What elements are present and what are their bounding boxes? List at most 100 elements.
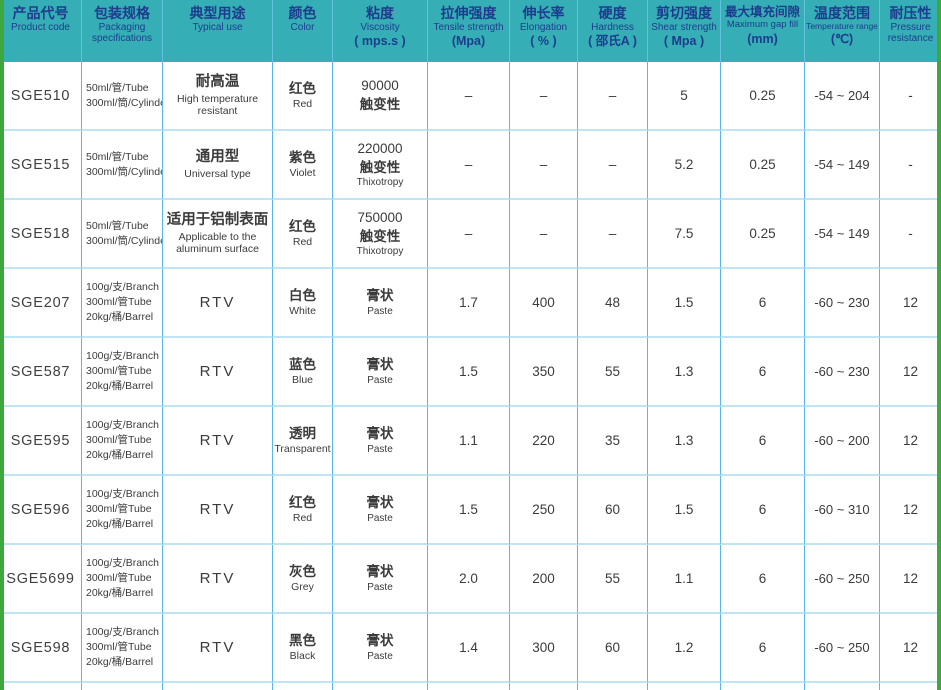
packaging-line: 300ml/筒/Cylinder <box>86 234 163 247</box>
viscosity-line: 膏状 <box>366 426 394 442</box>
header-label-zh: 耐压性 <box>889 5 932 21</box>
header-cell-packaging: 包装规格 Packaging specifications <box>82 0 163 62</box>
elongation-cell: 250 <box>510 476 578 545</box>
elongation-cell: 200 <box>510 545 578 614</box>
header-label-zh: 包装规格 <box>94 5 150 21</box>
tensile-strength-cell: 1.5 <box>428 476 510 545</box>
temperature-range-cell: -60 ~ 310 <box>805 476 880 545</box>
color-name-en: Red <box>292 97 313 110</box>
elongation-cell: – <box>510 62 578 131</box>
header-unit: (Mpa) <box>451 34 486 49</box>
packaging-line: 20kg/桶/Barrel <box>86 310 154 323</box>
typical-use-cell: RTV <box>163 476 273 545</box>
header-cell-color: 颜色 Color <box>273 0 333 62</box>
pressure-resistance-cell: 12 <box>880 614 941 683</box>
header-cell-tensile_strength: 拉伸强度 Tensile strength (Mpa) <box>428 0 510 62</box>
pressure-resistance-cell: 12 <box>880 545 941 614</box>
packaging-line: 300ml/管Tube <box>86 572 152 585</box>
elongation-cell: 350 <box>510 338 578 407</box>
header-cell-shear_strength: 剪切强度 Shear strength( Mpa ) <box>648 0 721 62</box>
color-name-en: Blue <box>291 373 313 386</box>
packaging-line: 100g/支/Branch <box>86 626 159 639</box>
packaging-line: 100g/支/Branch <box>86 281 159 294</box>
packaging-cell: 50ml/管/Tube 300ml/筒/Cylinder <box>82 131 163 200</box>
hardness-cell: – <box>578 131 648 200</box>
hardness-cell: 35 <box>578 407 648 476</box>
right-edge-stripe <box>937 0 941 690</box>
temperature-range-cell: -60 ~ 250 <box>805 614 880 683</box>
packaging-line: 300ml/筒/Cylinder <box>86 165 163 178</box>
product-code-cell: SGE595 <box>0 407 82 476</box>
packaging-line: 20kg/桶/Barrel <box>86 379 154 392</box>
color-cell: 蓝色 Blue <box>273 338 333 407</box>
color-cell: 白色 White <box>273 269 333 338</box>
color-name-zh: 红色 <box>289 495 316 511</box>
elongation-cell: – <box>510 131 578 200</box>
temperature-range-cell: -60 ~ 230 <box>805 338 880 407</box>
viscosity-line: Paste <box>367 305 393 317</box>
viscosity-line: Paste <box>367 650 393 662</box>
shear-strength-cell: 1.5 <box>648 476 721 545</box>
packaging-line: 300ml/管Tube <box>86 503 152 516</box>
packaging-line: 100g/支/Branch <box>86 557 159 570</box>
temperature-range-cell: -54 ~ 149 <box>805 131 880 200</box>
viscosity-line: 膏状 <box>366 633 394 649</box>
header-label-zh: 伸长率 <box>522 5 565 21</box>
packaging-line: 20kg/桶/Barrel <box>86 655 154 668</box>
packaging-line: 300ml/管Tube <box>86 434 152 447</box>
tensile-strength-cell: 1.4 <box>428 614 510 683</box>
hardness-cell: 60 <box>578 476 648 545</box>
packaging-line: 100g/支/Branch <box>86 488 159 501</box>
viscosity-line: 膏状 <box>366 288 394 304</box>
header-label-en: Typical use <box>192 22 243 34</box>
tensile-strength-cell: – <box>428 131 510 200</box>
max-gap-fill-cell: 0.25 <box>721 62 805 131</box>
color-name-en: Red <box>292 235 313 248</box>
viscosity-line: Thixotropy <box>356 176 404 188</box>
pressure-resistance-cell: - <box>880 62 941 131</box>
elongation-cell: 400 <box>510 269 578 338</box>
viscosity-line: Paste <box>367 374 393 386</box>
header-label-en: Tensile strength <box>433 22 504 34</box>
header-label-zh: 粘度 <box>366 5 394 21</box>
viscosity-line: 触变性 <box>359 228 401 244</box>
color-cell: 透明 Transparent <box>273 407 333 476</box>
product-code-cell: SGE598 <box>0 614 82 683</box>
typical-use-cell: RTV <box>163 545 273 614</box>
packaging-line: 300ml/管Tube <box>86 365 152 378</box>
header-label-zh: 温度范围 <box>814 5 870 21</box>
shear-strength-cell: 1.2 <box>648 614 721 683</box>
table-header-row: 产品代号 Product code 包装规格 Packaging specificat… <box>0 0 941 62</box>
product-code-cell: SGE586 <box>0 683 82 690</box>
viscosity-line: 90000 <box>361 78 399 94</box>
hardness-cell: 60 <box>578 614 648 683</box>
packaging-line: 100g/支/Branch <box>86 419 159 432</box>
color-cell: 红色 Red <box>273 476 333 545</box>
packaging-line: 20kg/桶/Barrel <box>86 517 154 530</box>
max-gap-fill-cell: 6 <box>721 476 805 545</box>
header-label-zh: 最大填充间隙 <box>724 5 800 19</box>
shear-strength-cell: 1.1 <box>648 545 721 614</box>
color-name-zh: 红色 <box>289 219 316 235</box>
viscosity-cell: 750000 触变性 Thixotropy <box>333 200 428 269</box>
color-name-en: White <box>289 304 316 317</box>
viscosity-line: 膏状 <box>366 564 394 580</box>
product-code-cell: SGE587 <box>0 338 82 407</box>
use-sub: Applicable to the aluminum surface <box>176 230 259 255</box>
temperature-range-cell: -60 ~ 250 <box>805 545 880 614</box>
header-unit: (℃) <box>830 32 854 47</box>
hardness-cell: – <box>578 200 648 269</box>
color-cell: 紫色 Violet <box>273 131 333 200</box>
table-row: SGE515 50ml/管/Tube 300ml/筒/Cylinder 通用型 Univ… <box>0 131 941 200</box>
header-label-en: Packaging specifications <box>91 22 153 45</box>
max-gap-fill-cell: 6 <box>721 614 805 683</box>
viscosity-line: Thixotropy <box>356 245 404 257</box>
typical-use-cell: 耐高温 High temperature resistant <box>163 62 273 131</box>
tensile-strength-cell: 1.7 <box>428 269 510 338</box>
viscosity-cell: 90000 触变性 <box>333 62 428 131</box>
